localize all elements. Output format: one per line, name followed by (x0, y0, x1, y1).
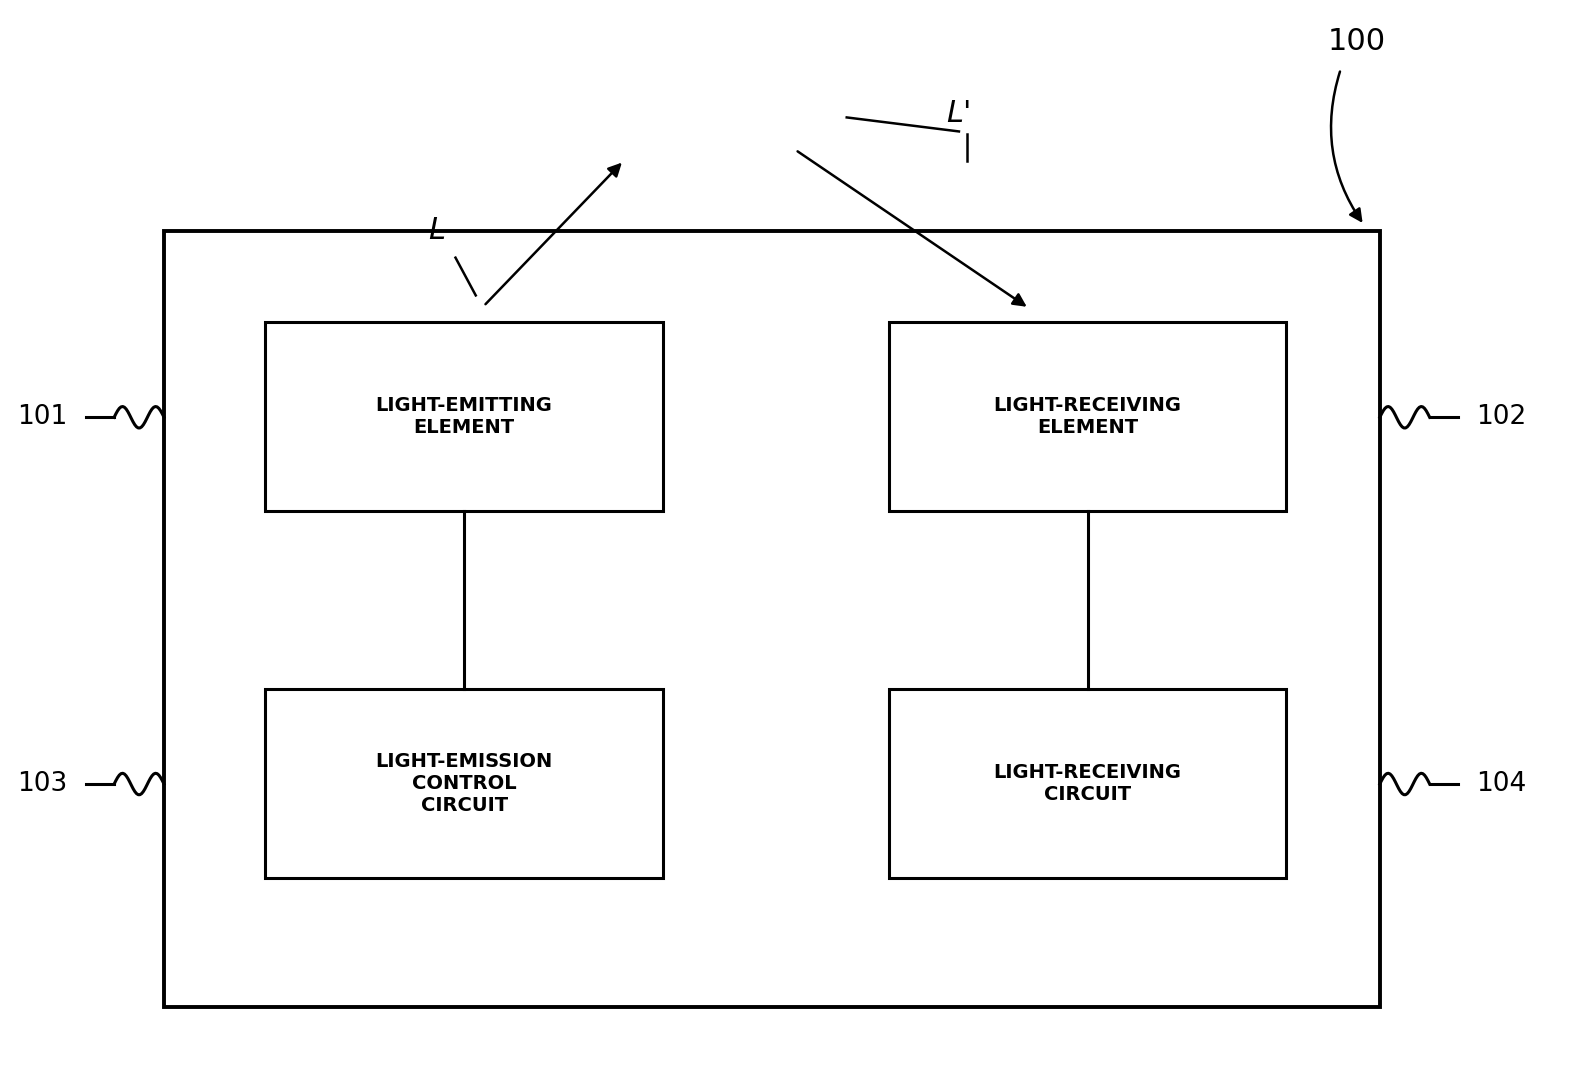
Bar (163, 230, 1379, 1008)
Text: 104: 104 (1477, 771, 1527, 797)
Text: LIGHT-RECEIVING
ELEMENT: LIGHT-RECEIVING ELEMENT (993, 397, 1181, 437)
Text: LIGHT-EMISSION
CONTROL
CIRCUIT: LIGHT-EMISSION CONTROL CIRCUIT (375, 752, 553, 815)
Bar (889, 689, 1287, 878)
Text: LIGHT-EMITTING
ELEMENT: LIGHT-EMITTING ELEMENT (375, 397, 553, 437)
Bar (265, 323, 663, 511)
Text: 102: 102 (1477, 404, 1527, 430)
Text: 103: 103 (17, 771, 68, 797)
Text: L': L' (946, 99, 971, 128)
Bar (889, 323, 1287, 511)
Text: 100: 100 (1327, 27, 1386, 57)
Text: LIGHT-RECEIVING
CIRCUIT: LIGHT-RECEIVING CIRCUIT (993, 763, 1181, 804)
Bar (265, 689, 663, 878)
Text: 101: 101 (17, 404, 68, 430)
Text: L: L (429, 216, 445, 246)
